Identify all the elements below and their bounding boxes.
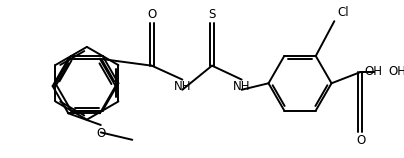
Text: OH: OH bbox=[389, 65, 404, 78]
Text: O: O bbox=[357, 134, 366, 147]
Text: S: S bbox=[208, 8, 216, 21]
Text: O: O bbox=[147, 8, 156, 21]
Text: NH: NH bbox=[233, 80, 250, 94]
Text: O: O bbox=[96, 127, 105, 140]
Text: OH: OH bbox=[364, 65, 382, 78]
Text: NH: NH bbox=[174, 80, 191, 94]
Text: Cl: Cl bbox=[337, 6, 349, 19]
